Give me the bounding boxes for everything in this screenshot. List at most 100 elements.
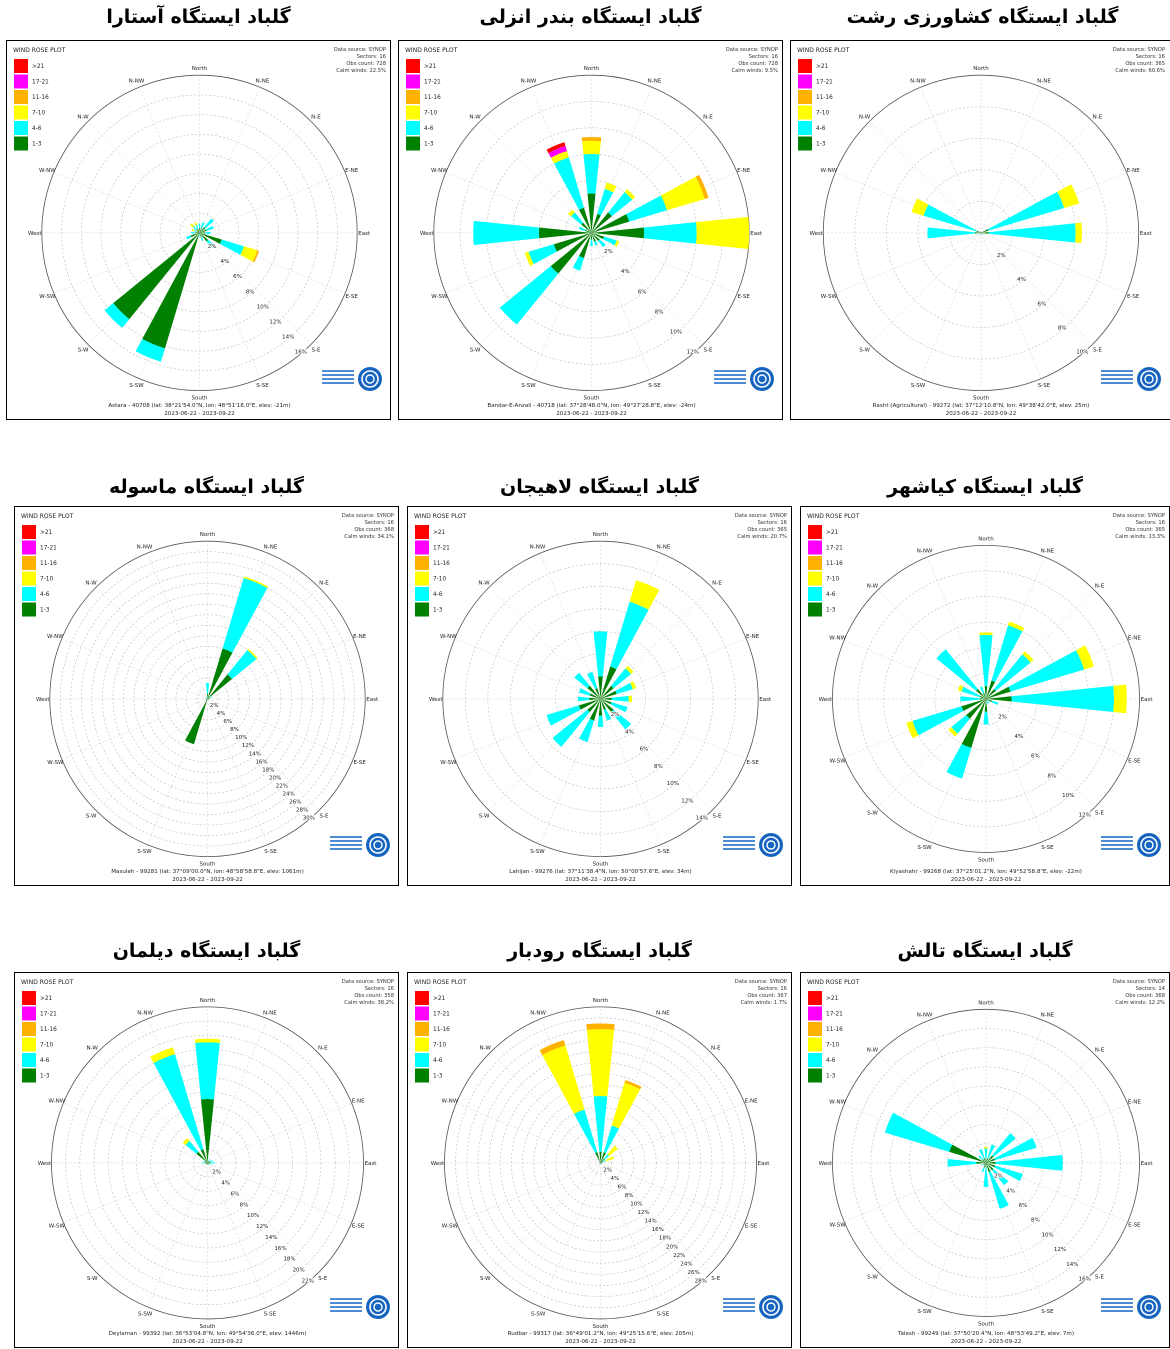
station-caption: Rudbar - 99317 (lat: 36°49'01.2"N, lon: … <box>508 1331 694 1337</box>
plot-header: WIND ROSE PLOT <box>21 979 74 986</box>
legend-swatch <box>798 106 812 120</box>
direction-label: N-NW <box>917 549 933 555</box>
ring-label: 14% <box>645 1219 657 1225</box>
legend-label: 17-21 <box>816 80 833 86</box>
direction-label: E-NE <box>745 1098 759 1104</box>
ring-label: 14% <box>282 335 294 341</box>
direction-label: W-SW <box>39 294 56 300</box>
legend-label: >21 <box>433 530 446 536</box>
info-line: Calm winds: 60.6% <box>1115 68 1165 74</box>
grid-spoke <box>981 233 1093 345</box>
wind-wedge <box>211 1160 213 1162</box>
period-caption: 2023-06-22 - 2023-09-22 <box>951 877 1022 883</box>
grid-spoke <box>927 1163 986 1305</box>
legend-label: 1-3 <box>816 142 826 148</box>
ring-label: 6% <box>640 747 649 753</box>
wind-wedge <box>598 240 606 248</box>
legend-swatch <box>415 1022 429 1036</box>
legend-label: 11-16 <box>40 561 57 567</box>
ring-label: 8% <box>230 727 239 733</box>
direction-label: North <box>593 998 609 1004</box>
legend-swatch <box>22 1022 36 1036</box>
direction-label: W-NW <box>431 168 448 174</box>
legend-swatch <box>808 1038 822 1052</box>
direction-label: S-SW <box>530 849 545 855</box>
wind-wedge <box>612 696 629 702</box>
direction-label: S-SE <box>657 849 670 855</box>
direction-label: N-W <box>478 580 490 586</box>
legend-swatch <box>808 1069 822 1083</box>
info-line: Sectors: 16 <box>758 520 787 526</box>
period-caption: 2023-06-22 - 2023-09-22 <box>946 411 1017 417</box>
ring-label: 4% <box>220 259 229 265</box>
ring-label: 2% <box>604 249 613 255</box>
direction-label: S-E <box>703 347 712 353</box>
direction-label: N-NE <box>264 545 278 551</box>
wind-wedge <box>988 192 1064 231</box>
direction-label: East <box>1141 1161 1154 1167</box>
wind-wedge <box>154 1054 204 1150</box>
direction-label: West <box>28 231 42 237</box>
legend-swatch <box>798 75 812 89</box>
wind-wedge <box>227 650 256 679</box>
ring-label: 10% <box>630 1202 642 1208</box>
ring-label: 18% <box>659 1236 671 1242</box>
direction-label: S-E <box>311 347 320 353</box>
direction-label: S-SW <box>521 383 536 389</box>
legend-label: 1-3 <box>40 608 50 614</box>
ring-label: 6% <box>1031 754 1040 760</box>
legend-label: >21 <box>40 996 53 1002</box>
direction-label: S-E <box>711 1276 720 1282</box>
ring-label: 6% <box>638 289 647 295</box>
direction-label: W-SW <box>830 758 847 764</box>
direction-label: South <box>192 396 208 402</box>
direction-label: S-W <box>87 1276 98 1282</box>
legend-label: 4-6 <box>424 126 434 132</box>
direction-label: N-E <box>1095 583 1105 589</box>
grid-spoke <box>981 233 1041 379</box>
direction-label: S-SW <box>531 1312 546 1318</box>
direction-label: E-SE <box>345 294 358 300</box>
grid-spoke <box>96 587 208 699</box>
legend-swatch <box>22 1053 36 1067</box>
legend-label: >21 <box>40 530 53 536</box>
direction-label: S-W <box>867 810 878 816</box>
wind-wedge <box>199 235 200 237</box>
wind-wedge <box>1075 223 1082 244</box>
ring-label: 2% <box>611 712 620 718</box>
ring-label: 12% <box>637 1210 649 1216</box>
grid-spoke <box>208 699 268 845</box>
legend-label: >21 <box>826 996 839 1002</box>
direction-label: S-SE <box>648 383 661 389</box>
ring-label: 14% <box>265 1235 277 1241</box>
direction-label: S-SE <box>264 849 277 855</box>
station-caption: Astara - 40708 (lat: 38°21'54.0"N, lon: … <box>108 403 290 409</box>
legend-label: >21 <box>424 64 437 70</box>
panel-title: گلباد ایستگاه تالش <box>800 940 1170 962</box>
info-line: Calm winds: 34.1% <box>344 534 394 540</box>
direction-label: N-NE <box>656 1010 670 1016</box>
ring-label: 4% <box>621 269 630 275</box>
wind-wedge <box>583 154 599 194</box>
ring-label: 28% <box>695 1278 707 1284</box>
info-line: Data source: SYNOP <box>342 979 394 985</box>
ring-label: 16% <box>652 1227 664 1233</box>
info-line: Sectors: 16 <box>357 54 386 60</box>
direction-label: N-NE <box>1037 79 1051 85</box>
direction-label: South <box>978 1321 994 1327</box>
direction-label: E-SE <box>1128 758 1141 764</box>
wind-wedge <box>979 1155 983 1159</box>
direction-label: North <box>978 1000 994 1006</box>
wind-wedge <box>578 697 589 702</box>
ring-label: 14% <box>696 816 708 822</box>
wind-wedge <box>947 744 972 779</box>
direction-label: East <box>365 1161 378 1167</box>
ring-label: 20% <box>666 1244 678 1250</box>
direction-label: N-E <box>711 1046 721 1052</box>
direction-label: East <box>358 231 371 237</box>
